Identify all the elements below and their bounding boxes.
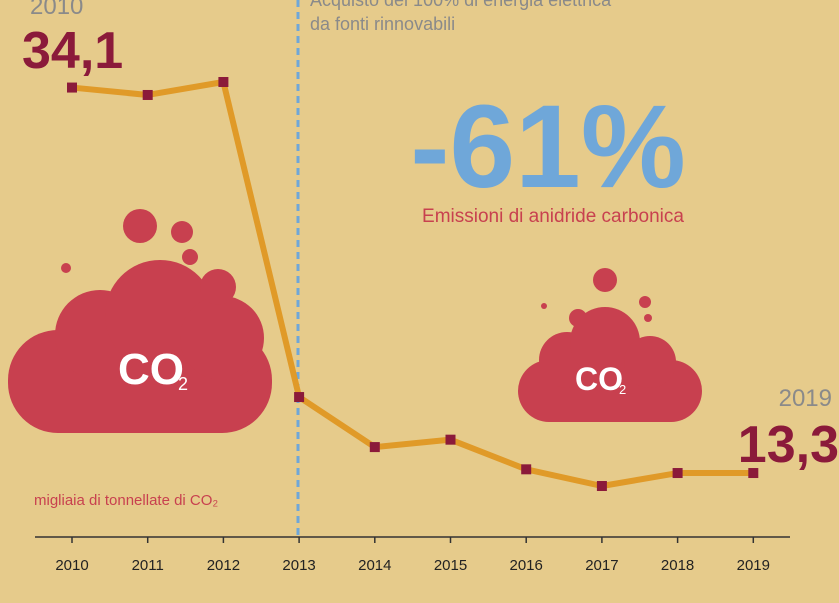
x-tick-label: 2016 (510, 557, 543, 574)
cloud-subscript: 2 (178, 374, 188, 394)
value-label: 13,3 (738, 416, 839, 474)
marker (521, 464, 532, 475)
marker (142, 89, 153, 100)
x-tick-label: 2019 (737, 557, 770, 574)
cloud-large (8, 209, 272, 433)
marker (369, 442, 380, 453)
marker (294, 392, 305, 403)
x-tick-label: 2014 (358, 557, 391, 574)
value-label: 34,1 (22, 22, 123, 80)
category-label: 2010 (30, 0, 83, 20)
marker (748, 468, 759, 479)
annotation: Acquisto del 100% di energia elettrica (310, 0, 612, 10)
annotation: da fonti rinnovabili (310, 14, 455, 34)
headline: -61% (410, 81, 685, 213)
marker (218, 77, 229, 87)
x-tick-label: 2015 (434, 557, 467, 574)
x-tick-label: 2013 (282, 557, 315, 574)
marker (596, 481, 607, 491)
cloud-label: CO (575, 361, 623, 397)
x-tick-label: 2017 (585, 557, 618, 574)
cloud-label: CO (118, 345, 184, 394)
cloud-subscript: 2 (619, 382, 626, 397)
marker (672, 468, 683, 479)
unit-label: migliaia di tonnellate di CO₂ (34, 492, 218, 509)
headline-caption: Emissioni di anidride carbonica (422, 206, 684, 227)
marker (67, 82, 77, 93)
line (71, 79, 754, 489)
x-tick-label: 2018 (661, 557, 694, 574)
category-label: 2019 (779, 385, 832, 412)
x-tick-label: 2010 (55, 557, 88, 574)
cloud-small (518, 268, 702, 422)
marker (445, 434, 456, 445)
x-tick-label: 2011 (132, 557, 164, 574)
x-tick-label: 2012 (207, 557, 240, 574)
